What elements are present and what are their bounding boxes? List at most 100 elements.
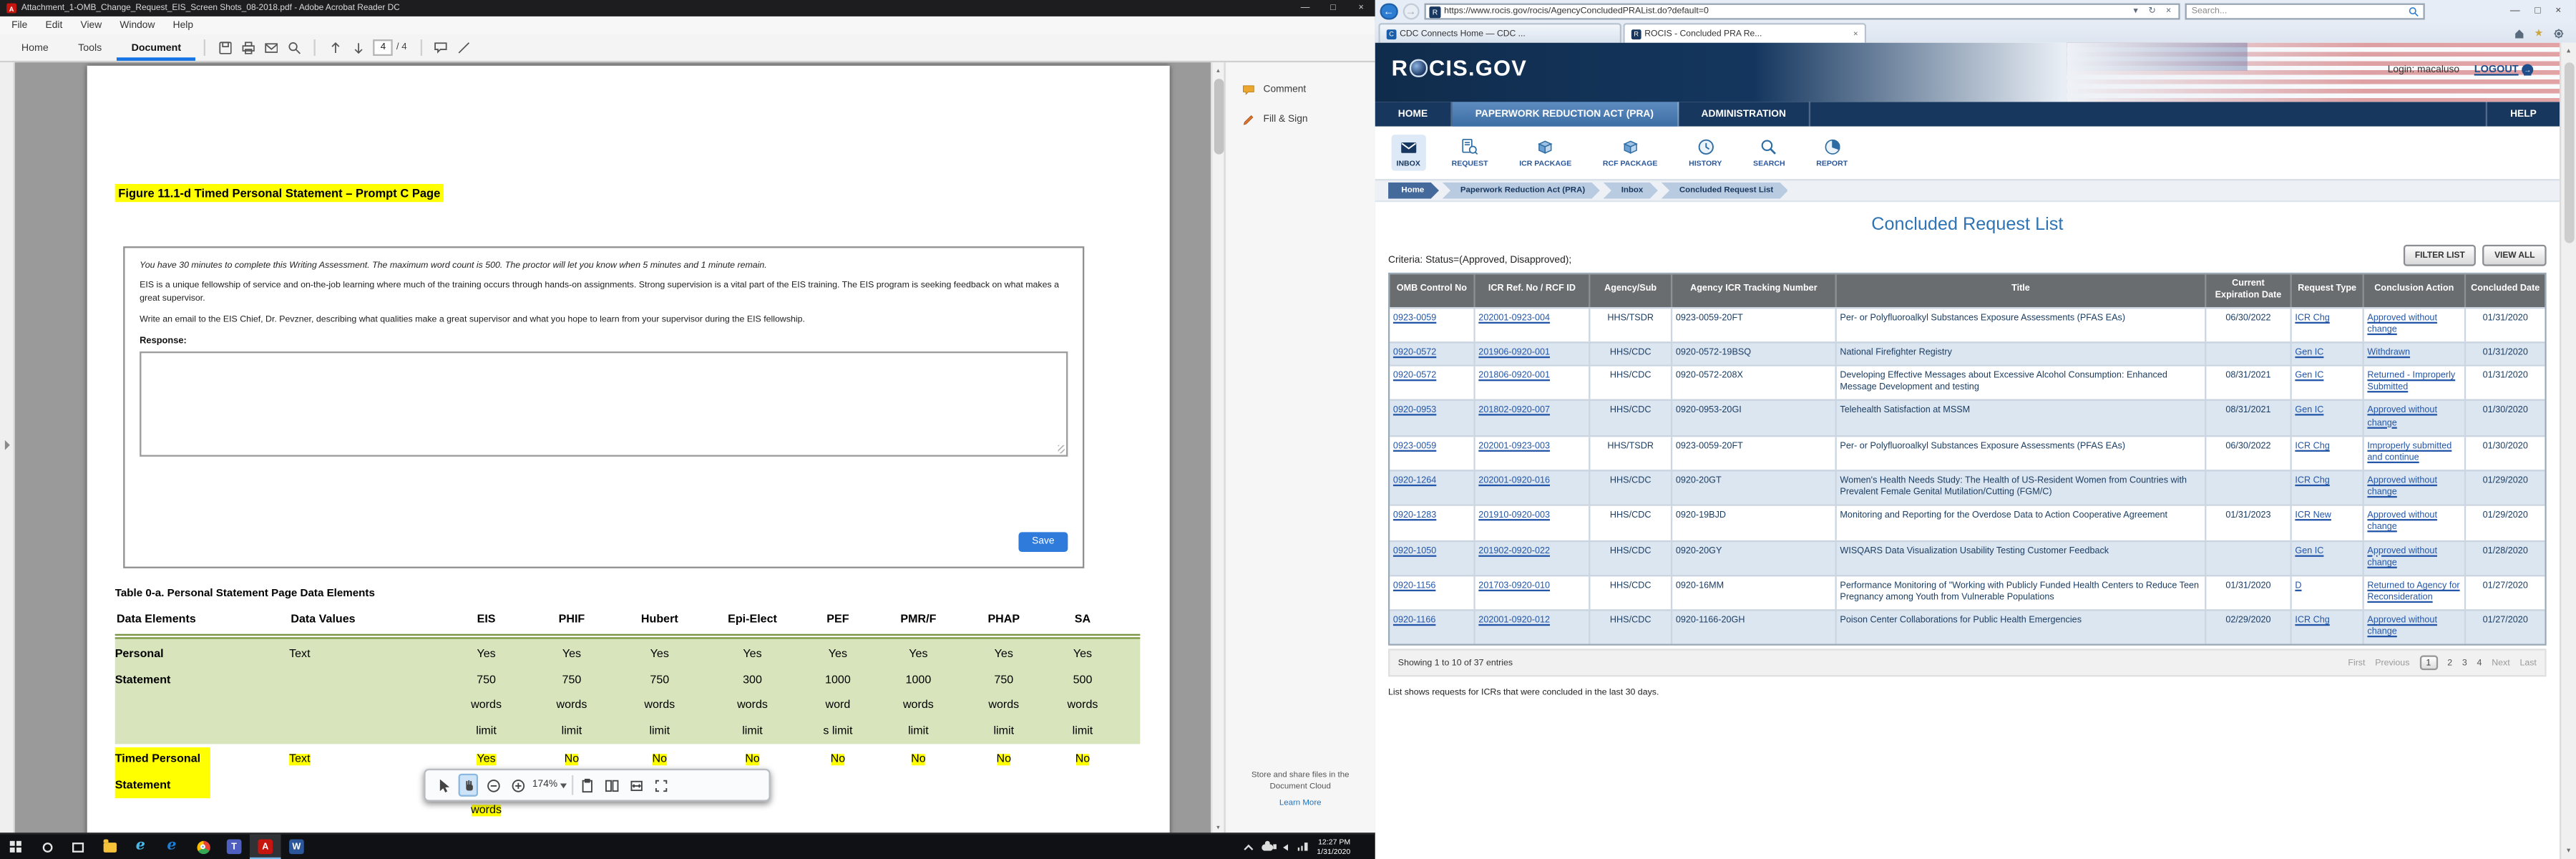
breadcrumb-home[interactable]: Home [1388,183,1439,199]
forward-button[interactable]: → [1402,3,1420,21]
cell[interactable]: Returned to Agency for Reconsideration [2364,576,2467,610]
menu-file[interactable]: File [11,20,28,31]
cell[interactable]: 202001-0923-004 [1475,308,1591,342]
clipboard-icon[interactable] [578,774,598,797]
cell[interactable]: 201902-0920-022 [1475,541,1591,575]
cell[interactable]: 0920-1050 [1390,541,1475,575]
cell[interactable]: Approved without change [2364,471,2467,505]
stop-icon[interactable]: × [2165,6,2172,16]
cell[interactable]: D [2292,576,2364,610]
cell[interactable]: ICR New [2292,506,2364,540]
toolbar-request[interactable]: REQUEST [1447,135,1493,170]
toolbar-icr-package[interactable]: ICR PACKAGE [1514,135,1576,170]
nav-administration[interactable]: ADMINISTRATION [1678,102,1811,127]
page-previous[interactable]: Previous [2375,658,2410,669]
taskbar-clock[interactable]: 12:27 PM 1/31/2020 [1317,837,1350,856]
column-header[interactable]: Title [1837,274,2207,307]
cell[interactable]: ICR Chg [2292,471,2364,505]
page-3[interactable]: 3 [2462,658,2467,669]
refresh-icon[interactable]: ↻ [2148,6,2156,16]
nav-home[interactable]: HOME [1375,102,1453,127]
tab-rocis[interactable]: R ROCIS - Concluded PRA Re... × [1623,23,1867,43]
tab-cdc-connects[interactable]: C CDC Connects Home — CDC ... [1378,23,1622,43]
menu-edit[interactable]: Edit [45,20,63,31]
nav-pane-collapsed[interactable] [0,62,15,833]
scrollbar-thumb[interactable] [1214,79,1224,155]
acrobat-taskbar-button[interactable]: A [249,833,281,859]
toolbar-search[interactable]: SEARCH [1748,135,1790,170]
toolbar-report[interactable]: REPORT [1811,135,1853,170]
next-page-icon[interactable] [347,37,370,59]
cell[interactable]: Approved without change [2364,401,2467,435]
column-header[interactable]: Current Expiration Date [2206,274,2292,307]
cell[interactable]: 201906-0920-001 [1475,343,1591,365]
minimize-button[interactable]: — [1300,3,1310,14]
cell[interactable]: Gen IC [2292,367,2364,400]
zoom-out-icon[interactable] [483,774,503,797]
volume-icon[interactable] [1274,843,1288,850]
cell[interactable]: 0920-1156 [1390,576,1475,610]
page-4[interactable]: 4 [2477,658,2482,669]
search-icon[interactable] [2408,6,2419,17]
document-scrollbar[interactable]: ▴ ▾ [1211,62,1224,833]
cell[interactable]: 0923-0059 [1390,436,1475,470]
cell[interactable]: ICR Chg [2292,611,2364,645]
word-button[interactable]: W [281,833,313,859]
nav-paperwork-reduction-act[interactable]: PAPERWORK REDUCTION ACT (PRA) [1452,102,1679,127]
sign-tool-icon[interactable] [453,37,476,59]
cell[interactable]: 0923-0059 [1390,308,1475,342]
task-view-button[interactable] [62,833,94,859]
select-tool-icon[interactable] [434,774,454,797]
column-header[interactable]: Request Type [2292,274,2364,307]
close-button[interactable]: × [1358,3,1364,14]
column-header[interactable]: Agency/Sub [1590,274,1673,307]
menu-help[interactable]: Help [172,20,194,31]
cell[interactable]: 202001-0923-003 [1475,436,1591,470]
page-first[interactable]: First [2348,658,2366,669]
file-explorer-button[interactable] [94,833,125,859]
cell[interactable]: 202001-0920-012 [1475,611,1591,645]
breadcrumb-inbox[interactable]: Inbox [1603,183,1658,199]
gear-icon[interactable] [2553,28,2565,39]
minimize-button[interactable]: — [2509,6,2520,16]
nav-help[interactable]: HELP [2485,102,2560,127]
cell[interactable]: ICR Chg [2292,436,2364,470]
address-bar[interactable]: R https://www.rocis.gov/rocis/AgencyConc… [1424,3,2180,21]
cell[interactable]: Gen IC [2292,401,2364,435]
fullscreen-icon[interactable] [652,774,672,797]
favorites-star-icon[interactable]: ★ [2534,29,2544,40]
internet-explorer-button[interactable]: e [125,833,156,859]
cell[interactable]: 201703-0920-010 [1475,576,1591,610]
email-icon[interactable] [260,37,283,59]
search-placeholder[interactable]: Search... [2191,6,2228,16]
taskbar-search-button[interactable] [31,833,63,859]
comment-tool[interactable]: Comment [1226,76,1375,105]
cell[interactable]: Approved without change [2364,541,2467,575]
cell[interactable]: Approved without change [2364,308,2467,342]
learn-more-link[interactable]: Learn More [1279,798,1322,809]
menu-window[interactable]: Window [119,20,155,31]
cell[interactable]: Gen IC [2292,541,2364,575]
cell[interactable]: 0920-0572 [1390,367,1475,400]
scroll-up-arrow-icon[interactable]: ▴ [1216,64,1220,74]
scroll-up-arrow-icon[interactable]: ▴ [2567,46,2571,54]
cell[interactable]: 202001-0920-016 [1475,471,1591,505]
restore-button[interactable]: □ [2534,6,2541,16]
find-icon[interactable] [283,37,306,59]
cell[interactable]: Withdrawn [2364,343,2467,365]
filter-list-button[interactable]: FILTER LIST [2403,244,2477,266]
cell[interactable]: Approved without change [2364,506,2467,540]
page-last[interactable]: Last [2519,658,2537,669]
toolbar-inbox[interactable]: INBOX [1391,135,1425,171]
toolbar-rcf-package[interactable]: RCF PACKAGE [1598,135,1662,170]
comment-tool-icon[interactable] [430,37,453,59]
cell[interactable]: Returned - Improperly Submitted [2364,367,2467,400]
cell[interactable]: 0920-0953 [1390,401,1475,435]
fill-sign-tool[interactable]: Fill & Sign [1226,105,1375,135]
cell[interactable]: 0920-1166 [1390,611,1475,645]
scroll-down-arrow-icon[interactable]: ▾ [1216,822,1220,830]
edge-button[interactable]: e [156,833,187,859]
print-icon[interactable] [237,37,260,59]
breadcrumb-concluded-request-list[interactable]: Concluded Request List [1662,183,1788,199]
tab-close-icon[interactable]: × [1853,29,1858,39]
